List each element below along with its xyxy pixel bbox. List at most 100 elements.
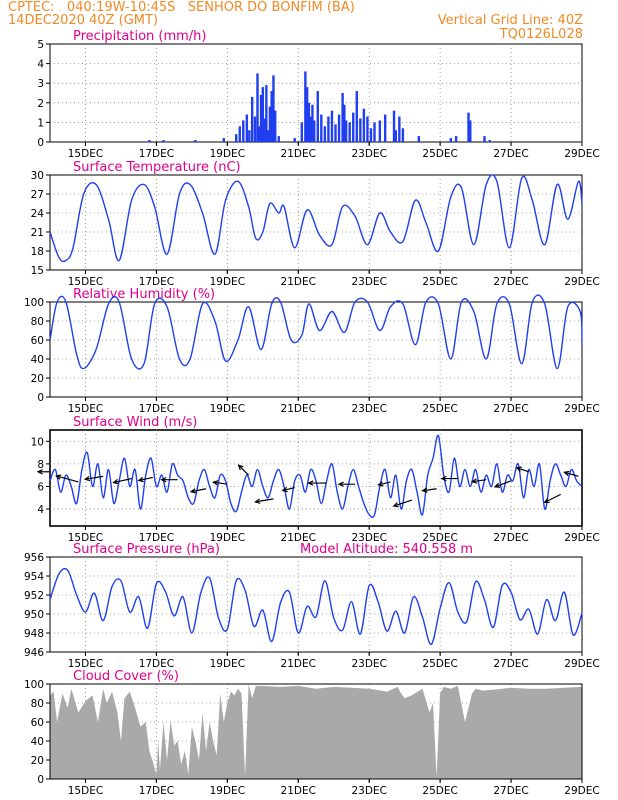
precip-bar <box>194 140 197 142</box>
wind-xtick-label: 19DEC <box>210 532 245 544</box>
pressure-ytick-label: 956 <box>24 552 44 564</box>
wind-arrow-shaft <box>213 481 228 485</box>
precip-bar <box>300 122 304 142</box>
pressure-xtick-label: 21DEC <box>281 658 316 670</box>
precip-bar <box>348 122 351 142</box>
precip-bar <box>222 138 225 142</box>
precip-bar <box>401 128 405 142</box>
precip-bar <box>316 91 319 142</box>
wind-frame <box>49 429 583 527</box>
precip-bar <box>488 140 491 142</box>
temp-ytick-label: 30 <box>31 170 44 182</box>
cloud-ytick-label: 80 <box>31 698 44 710</box>
wind-arrow <box>543 493 561 503</box>
precip-bar <box>248 130 251 142</box>
temp-xtick-label: 15DEC <box>68 276 103 288</box>
precip-bar <box>398 116 401 142</box>
pressure-ytick-label: 950 <box>24 609 44 621</box>
pressure-ytick-label: 948 <box>24 628 44 640</box>
wind-arrow-head <box>189 488 197 494</box>
wind-arrow-shaft <box>255 498 274 503</box>
precip-bar <box>449 138 452 142</box>
wind-line <box>49 434 583 518</box>
precip-bar <box>313 120 316 142</box>
precip-ytick-label: 4 <box>37 59 44 71</box>
wind-arrow <box>377 481 391 487</box>
wind-panel: 4 6 8 10 15DEC 17DEC 19DEC 21DEC 23DEC 25DEC 27DEC… <box>31 415 600 544</box>
wind-arrow-shaft <box>422 488 437 492</box>
wind-arrow <box>137 476 153 483</box>
precip-bar <box>266 130 270 142</box>
precip-xtick-label: 25DEC <box>422 148 457 160</box>
wind-arrow-head <box>543 498 550 503</box>
precip-bar <box>259 94 263 142</box>
rh-ytick-label: 0 <box>37 392 44 404</box>
cloud-xtick-label: 21DEC <box>281 785 316 797</box>
temp-xtick-label: 19DEC <box>210 276 245 288</box>
wind-arrow-head <box>254 498 261 504</box>
cloud-ytick-label: 20 <box>31 755 44 767</box>
cloud-ytick-label: 100 <box>24 679 44 691</box>
precip-bar <box>343 104 346 142</box>
temp-panel: 15 18 21 24 27 30 15DEC 17DEC 19DEC 21DEC 23DEC 25D… <box>31 160 600 288</box>
precip-bar <box>268 106 272 142</box>
precip-xtick-label: 15DEC <box>68 148 103 160</box>
precip-bar <box>245 114 249 142</box>
wind-arrow-head <box>470 478 478 484</box>
precip-bar <box>469 120 472 142</box>
wind-arrow-head <box>237 464 244 471</box>
wind-arrow-shaft <box>516 467 529 473</box>
pressure-xtick-label: 15DEC <box>68 658 103 670</box>
precip-bar <box>253 116 257 142</box>
wind-arrow <box>83 475 104 482</box>
rh-ytick-label: 40 <box>31 354 44 366</box>
rh-xtick-label: 27DEC <box>493 403 528 415</box>
precip-bar <box>378 120 382 142</box>
wind-arrow <box>563 470 579 477</box>
precip-bar <box>454 136 458 142</box>
pressure-ytick-label: 952 <box>24 590 44 602</box>
rh-xtick-label: 21DEC <box>281 403 316 415</box>
cloud-xtick-label: 25DEC <box>422 785 457 797</box>
cloud-area <box>50 684 582 779</box>
precip-bar <box>304 71 307 142</box>
temp-line <box>49 174 583 263</box>
pressure-xtick-label: 19DEC <box>210 658 245 670</box>
wind-arrow <box>211 480 228 486</box>
wind-arrow <box>36 469 50 475</box>
rh-xtick-label: 23DEC <box>351 403 386 415</box>
pressure-line <box>49 567 583 646</box>
header-line-2: 14DEC2020 40Z (GMT) <box>8 13 159 28</box>
wind-arrow-head <box>137 476 144 483</box>
wind-ytick-label: 4 <box>37 504 44 516</box>
pressure-xtick-label: 25DEC <box>422 658 457 670</box>
wind-arrow-shaft <box>494 480 512 488</box>
cloud-xtick-label: 17DEC <box>139 785 174 797</box>
wind-arrow-head <box>515 466 522 472</box>
wind-arrow-head <box>392 502 399 508</box>
precip-xtick-label: 27DEC <box>493 148 528 160</box>
precip-title: Precipitation (mm/h) <box>73 29 206 44</box>
model-altitude: Model Altitude: 540.558 m <box>300 542 473 557</box>
precip-ytick-label: 5 <box>37 39 44 51</box>
wind-arrow-head <box>307 480 314 486</box>
precip-xtick-label: 17DEC <box>139 148 174 160</box>
precip-bar <box>272 75 275 142</box>
precip-bar <box>383 114 387 142</box>
temp-ytick-label: 15 <box>31 265 44 277</box>
pressure-title: Surface Pressure (hPa) <box>73 542 220 557</box>
wind-arrow-shaft <box>190 488 207 493</box>
precip-bar <box>258 126 261 142</box>
precip-bar <box>235 134 238 142</box>
wind-arrow-head <box>211 480 219 486</box>
temp-ytick-label: 27 <box>31 189 44 201</box>
precip-bar <box>392 110 396 142</box>
precip-xtick-label: 19DEC <box>210 148 245 160</box>
wind-arrow-head <box>377 481 384 487</box>
wind-arrow <box>55 474 79 483</box>
cloud-xtick-label: 27DEC <box>493 785 528 797</box>
wind-ytick-label: 10 <box>31 436 44 448</box>
wind-arrow <box>160 476 178 483</box>
temp-xtick-label: 29DEC <box>564 276 599 288</box>
